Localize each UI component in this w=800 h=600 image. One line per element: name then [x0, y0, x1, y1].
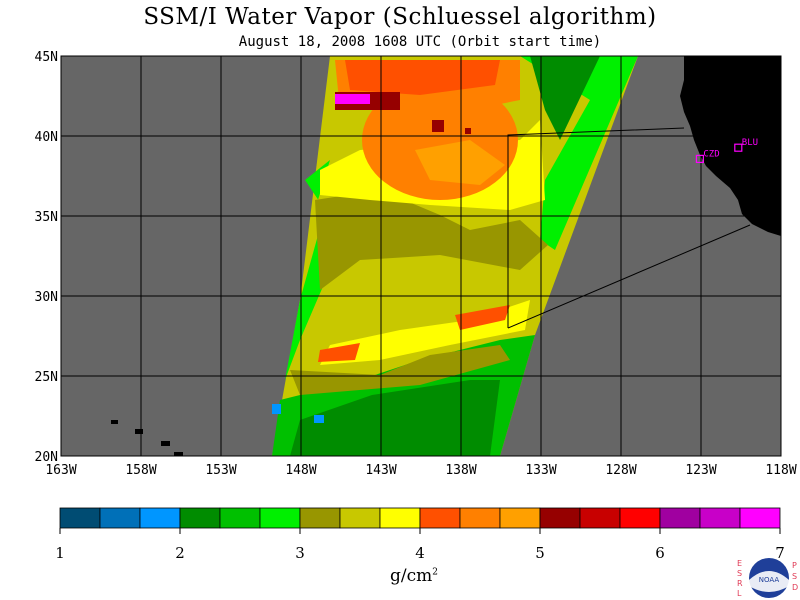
- colorbar-swatch: [99, 507, 141, 529]
- logo-left-letter: R: [737, 579, 743, 588]
- longitude-label: 128W: [605, 463, 636, 478]
- colorbar: [59, 507, 781, 529]
- colorbar-swatch: [499, 507, 541, 529]
- colorbar-tick-label: 4: [415, 544, 425, 562]
- longitude-label: 153W: [205, 463, 236, 478]
- colorbar-swatch: [539, 507, 581, 529]
- latitude-labels: 45N 40N 35N 30N 25N 20N: [35, 50, 58, 465]
- colorbar-tick-label: 1: [55, 544, 65, 562]
- latitude-label: 30N: [35, 290, 58, 305]
- colorbar-swatch: [259, 507, 301, 529]
- colorbar-swatch: [459, 507, 501, 529]
- latitude-label: 35N: [35, 210, 58, 225]
- logo-right-letter: S: [792, 572, 797, 581]
- colorbar-swatch: [339, 507, 381, 529]
- latitude-label: 25N: [35, 370, 58, 385]
- noaa-logo-wave: [749, 571, 789, 592]
- colorbar-swatch: [419, 507, 461, 529]
- colorbar-swatch: [379, 507, 421, 529]
- latitude-label: 45N: [35, 50, 58, 65]
- longitude-labels: 163W 158W 153W 148W 143W 138W 133W 128W 123W 118W: [45, 463, 796, 478]
- chart-subtitle: August 18, 2008 1608 UTC (Orbit start ti…: [238, 34, 602, 50]
- colorbar-tick-label: 3: [295, 544, 305, 562]
- logo-left-letter: E: [737, 559, 742, 568]
- colorbar-swatch: [699, 507, 741, 529]
- colorbar-tick-label: 6: [655, 544, 665, 562]
- colorbar-swatch: [579, 507, 621, 529]
- station-label: BLU: [742, 138, 758, 148]
- colorbar-swatch: [219, 507, 261, 529]
- colorbar-swatch: [299, 507, 341, 529]
- latitude-label: 20N: [35, 450, 58, 465]
- colorbar-swatch: [619, 507, 661, 529]
- longitude-label: 143W: [365, 463, 396, 478]
- logo-right-letter: D: [792, 583, 798, 592]
- hawaii-islands: [111, 420, 183, 456]
- logo-left-letter: S: [737, 569, 742, 578]
- longitude-label: 133W: [525, 463, 556, 478]
- colorbar-tick-label: 2: [175, 544, 185, 562]
- latitude-label: 40N: [35, 130, 58, 145]
- longitude-label: 138W: [445, 463, 476, 478]
- colorbar-tick-label: 5: [535, 544, 545, 562]
- water-vapor-swath: [272, 56, 638, 456]
- logo-right-letter: P: [792, 561, 797, 570]
- sector-box-lines: [507, 127, 751, 329]
- station-label: CZD: [703, 149, 719, 159]
- longitude-label: 148W: [285, 463, 316, 478]
- station-markers: CZD BLU: [695, 138, 758, 163]
- noaa-logo-text: NOAA: [759, 576, 780, 584]
- colorbar-swatch: [739, 507, 781, 529]
- longitude-label: 123W: [685, 463, 716, 478]
- colorbar-unit-label: g/cm2: [390, 566, 438, 586]
- colorbar-tick-label: 7: [775, 544, 785, 562]
- longitude-label: 118W: [765, 463, 796, 478]
- colorbar-tick-labels: 1 2 3 4 5 6 7: [55, 528, 785, 562]
- longitude-label: 158W: [125, 463, 156, 478]
- logo-left-letter: L: [737, 589, 742, 598]
- longitude-label: 163W: [45, 463, 76, 478]
- station-marker: [734, 143, 743, 152]
- map-grid: [61, 56, 781, 456]
- colorbar-swatch: [659, 507, 701, 529]
- colorbar-swatch: [139, 507, 181, 529]
- colorbar-swatch: [59, 507, 101, 529]
- north-america-land: [680, 56, 781, 236]
- colorbar-swatch: [179, 507, 221, 529]
- chart-title: SSM/I Water Vapor (Schluessel algorithm): [143, 4, 657, 30]
- map-frame: [60, 55, 782, 457]
- station-marker: [695, 154, 705, 163]
